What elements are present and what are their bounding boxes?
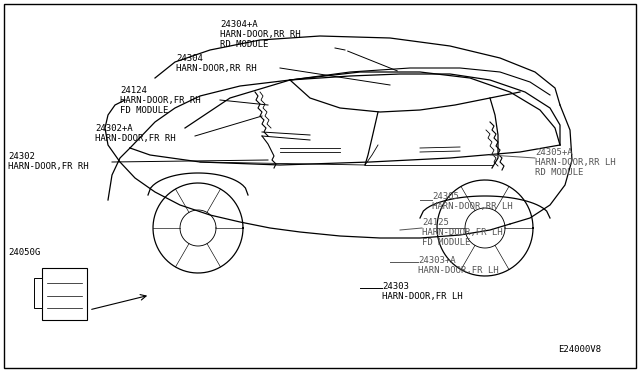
Text: 24304: 24304 [176, 54, 203, 63]
Text: 24124: 24124 [120, 86, 147, 95]
Text: RD MODULE: RD MODULE [535, 168, 584, 177]
Text: E24000V8: E24000V8 [558, 345, 601, 354]
Text: HARN-DOOR,RR LH: HARN-DOOR,RR LH [432, 202, 513, 211]
Text: HARN-DOOR,FR LH: HARN-DOOR,FR LH [418, 266, 499, 275]
Text: HARN-DOOR,RR RH: HARN-DOOR,RR RH [220, 30, 301, 39]
Text: HARN-DOOR,FR RH: HARN-DOOR,FR RH [95, 134, 175, 143]
Text: HARN-DOOR,FR LH: HARN-DOOR,FR LH [382, 292, 463, 301]
Text: 24305: 24305 [432, 192, 459, 201]
Text: 24125: 24125 [422, 218, 449, 227]
Text: HARN-DOOR,FR LH: HARN-DOOR,FR LH [422, 228, 502, 237]
Text: 24302: 24302 [8, 152, 35, 161]
Text: 24304+A: 24304+A [220, 20, 258, 29]
Text: 24303+A: 24303+A [418, 256, 456, 265]
Bar [42, 268, 87, 320]
Bar [34, 278, 42, 308]
Text: HARN-DOOR,RR LH: HARN-DOOR,RR LH [535, 158, 616, 167]
Text: HARN-DOOR,FR RH: HARN-DOOR,FR RH [8, 162, 88, 171]
Text: 24305+A: 24305+A [535, 148, 573, 157]
Text: FD MODULE: FD MODULE [120, 106, 168, 115]
Text: 24050G: 24050G [8, 248, 40, 257]
Text: 24302+A: 24302+A [95, 124, 132, 133]
Text: 24303: 24303 [382, 282, 409, 291]
Text: RD MODULE: RD MODULE [220, 40, 268, 49]
Text: HARN-DOOR,RR RH: HARN-DOOR,RR RH [176, 64, 257, 73]
Text: HARN-DOOR,FR RH: HARN-DOOR,FR RH [120, 96, 200, 105]
Text: FD MODULE: FD MODULE [422, 238, 470, 247]
